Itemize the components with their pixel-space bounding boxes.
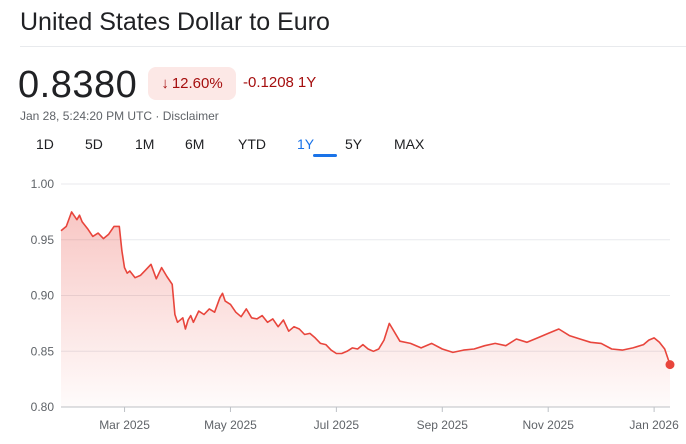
y-tick-label: 0.85 xyxy=(31,344,55,358)
y-tick-label: 0.95 xyxy=(31,233,55,247)
change-value: -0.1208 1Y xyxy=(243,74,316,91)
x-tick-label: Mar 2025 xyxy=(99,418,150,432)
exchange-rate-chart[interactable]: 1.00 0.95 0.90 0.85 0.80 Mar 2025 May 2025 Jul… xyxy=(0,170,686,444)
page-title: United States Dollar to Euro xyxy=(20,8,330,36)
current-price-dot xyxy=(665,360,675,370)
tab-1d[interactable]: 1D xyxy=(36,136,54,152)
arrow-down-icon: ↓ xyxy=(161,75,169,92)
y-tick-label: 0.90 xyxy=(31,289,55,303)
change-period: 1Y xyxy=(297,74,317,91)
x-tick-label: Nov 2025 xyxy=(523,418,575,432)
change-percent-badge: ↓ 12.60% xyxy=(148,67,236,100)
y-tick-label: 1.00 xyxy=(31,177,55,191)
timestamp-line: Jan 28, 5:24:20 PM UTC · Disclaimer xyxy=(20,109,219,123)
tab-1m[interactable]: 1M xyxy=(135,136,155,152)
tab-ytd[interactable]: YTD xyxy=(238,136,266,152)
tab-5d[interactable]: 5D xyxy=(85,136,103,152)
tab-5y[interactable]: 5Y xyxy=(345,136,363,152)
x-tick-label: Jul 2025 xyxy=(314,418,360,432)
tab-1y[interactable]: 1Y xyxy=(297,136,315,152)
change-percent: 12.60% xyxy=(171,75,223,92)
x-axis: Mar 2025 May 2025 Jul 2025 Sep 2025 Nov 2025… xyxy=(99,407,679,432)
active-tab-indicator xyxy=(313,154,337,157)
change-amount: -0.1208 xyxy=(243,74,294,91)
x-tick-label: Jan 2026 xyxy=(629,418,679,432)
price-line xyxy=(60,211,671,365)
tab-max[interactable]: MAX xyxy=(394,136,425,152)
timestamp: Jan 28, 5:24:20 PM UTC xyxy=(20,109,153,123)
title-divider xyxy=(20,46,686,47)
tab-6m[interactable]: 6M xyxy=(185,136,205,152)
price-area-fill xyxy=(61,211,670,407)
y-tick-label: 0.80 xyxy=(31,400,55,414)
x-tick-label: Sep 2025 xyxy=(417,418,469,432)
exchange-rate-price: 0.8380 xyxy=(18,64,138,106)
x-tick-label: May 2025 xyxy=(204,418,257,432)
disclaimer-link[interactable]: Disclaimer xyxy=(162,109,219,123)
y-axis-labels: 1.00 0.95 0.90 0.85 0.80 xyxy=(31,177,55,414)
meta-separator: · xyxy=(155,109,160,123)
